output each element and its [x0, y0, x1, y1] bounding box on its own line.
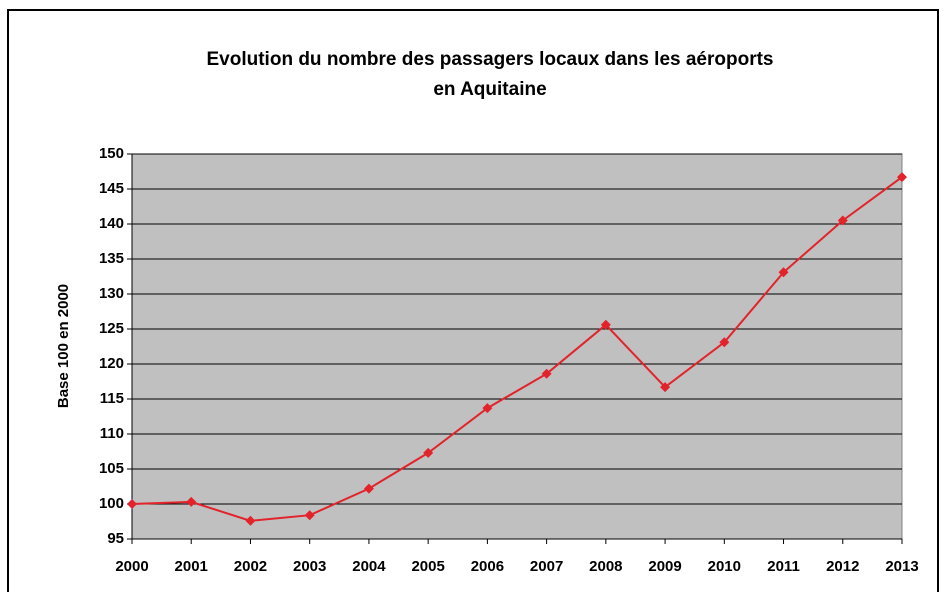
- data-point: [541, 368, 552, 379]
- data-point: [363, 483, 374, 494]
- x-tick-label: 2006: [471, 558, 504, 575]
- data-point: [719, 337, 730, 348]
- y-tick-label: 115: [100, 390, 124, 407]
- data-point: [127, 499, 137, 509]
- data-point: [482, 403, 493, 414]
- data-point: [897, 172, 907, 183]
- data-point: [186, 496, 197, 507]
- y-tick-label: 130: [99, 285, 124, 302]
- data-point: [778, 267, 789, 278]
- data-point: [423, 447, 434, 458]
- y-tick-label: 110: [100, 425, 124, 442]
- x-tick-label: 2000: [115, 558, 148, 575]
- y-tick-label: 125: [99, 320, 124, 337]
- y-tick-label: 145: [99, 180, 124, 197]
- x-tick-label: 2007: [530, 558, 563, 575]
- x-tick-label: 2011: [767, 558, 800, 575]
- series-line: [131, 176, 903, 522]
- data-point: [837, 215, 848, 226]
- x-tick-label: 2012: [826, 558, 859, 575]
- chart-title: Evolution du nombre des passagers locaux…: [207, 49, 774, 70]
- x-tick-label: 2005: [411, 558, 444, 575]
- x-tick-label: 2010: [708, 558, 741, 575]
- x-tick-label: 2009: [648, 558, 681, 575]
- x-tick-label: 2013: [885, 558, 918, 575]
- data-point: [245, 515, 256, 526]
- data-point: [304, 510, 315, 521]
- data-point: [600, 319, 611, 330]
- x-tick-label: 2004: [352, 558, 386, 575]
- y-tick-label: 120: [99, 355, 124, 372]
- y-tick-label: 100: [99, 495, 124, 512]
- y-tick-label: 135: [99, 250, 124, 267]
- plot-area: [131, 153, 903, 540]
- x-tick-label: 2002: [234, 558, 267, 575]
- chart-title: en Aquitaine: [433, 79, 546, 100]
- y-tick-label: 140: [99, 215, 124, 232]
- y-tick-label: 105: [99, 460, 124, 477]
- x-tick-label: 2003: [293, 558, 326, 575]
- y-tick-label: 95: [107, 530, 124, 547]
- x-tick-label: 2001: [175, 558, 208, 575]
- data-point: [660, 382, 671, 393]
- y-axis-label: Base 100 en 2000: [55, 284, 72, 408]
- y-tick-label: 150: [99, 145, 124, 162]
- x-tick-label: 2008: [589, 558, 622, 575]
